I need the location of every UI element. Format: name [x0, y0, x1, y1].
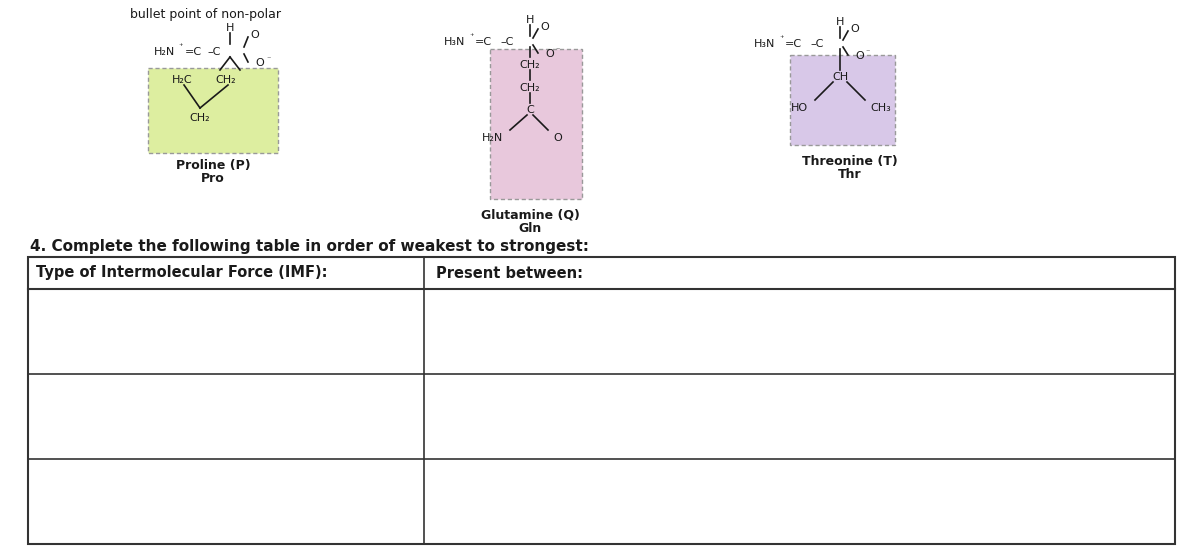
Text: bullet point of non-polar: bullet point of non-polar: [130, 8, 281, 21]
Text: Threonine (T): Threonine (T): [802, 155, 898, 169]
Text: ⁺: ⁺: [469, 33, 474, 41]
Text: 4. Complete the following table in order of weakest to strongest:: 4. Complete the following table in order…: [30, 238, 589, 253]
Text: H₃N: H₃N: [754, 39, 775, 49]
Text: CH₂: CH₂: [520, 83, 540, 93]
Text: CH₂: CH₂: [520, 60, 540, 70]
Text: O: O: [540, 22, 548, 32]
Text: H: H: [836, 17, 844, 27]
Text: HO: HO: [791, 103, 808, 113]
Text: =C: =C: [475, 37, 492, 47]
Text: ⁻: ⁻: [554, 45, 559, 55]
Text: C: C: [526, 105, 534, 115]
Text: Glutamine (Q): Glutamine (Q): [480, 208, 580, 222]
Text: H: H: [526, 15, 534, 25]
Text: =C: =C: [785, 39, 802, 49]
Bar: [28, 257, 1175, 544]
Bar: [790, 55, 895, 145]
Text: O: O: [854, 51, 864, 61]
Text: Proline (P): Proline (P): [175, 159, 251, 171]
Text: H₃N: H₃N: [444, 37, 466, 47]
Bar: [148, 68, 278, 153]
Text: Type of Intermolecular Force (IMF):: Type of Intermolecular Force (IMF):: [36, 265, 328, 280]
Text: O: O: [553, 133, 562, 143]
Text: H: H: [226, 23, 234, 33]
Text: Present between:: Present between:: [436, 265, 583, 280]
Bar: [490, 49, 582, 199]
Text: O: O: [545, 49, 553, 59]
Text: –C: –C: [500, 37, 514, 47]
Text: CH₂: CH₂: [190, 113, 210, 123]
Text: ⁺: ⁺: [779, 34, 784, 44]
Text: H₂C: H₂C: [172, 75, 193, 85]
Text: ⁺: ⁺: [178, 43, 182, 51]
Text: ⁻: ⁻: [266, 55, 270, 64]
Text: –C: –C: [208, 47, 221, 57]
Text: H₂N: H₂N: [481, 133, 503, 143]
Text: CH₂: CH₂: [215, 75, 235, 85]
Text: CH: CH: [832, 72, 848, 82]
Text: Pro: Pro: [202, 171, 224, 185]
Text: –C: –C: [810, 39, 823, 49]
Text: O: O: [250, 30, 259, 40]
Text: O: O: [256, 58, 264, 68]
Text: =C: =C: [185, 47, 202, 57]
Text: CH₃: CH₃: [870, 103, 890, 113]
Text: Gln: Gln: [518, 222, 541, 234]
Text: Thr: Thr: [838, 169, 862, 181]
Text: O: O: [850, 24, 859, 34]
Text: ⁻: ⁻: [865, 48, 869, 56]
Text: H₂N: H₂N: [154, 47, 175, 57]
